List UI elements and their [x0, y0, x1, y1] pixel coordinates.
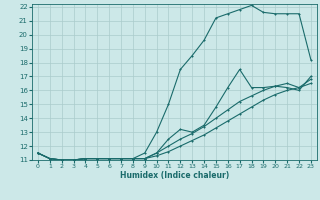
X-axis label: Humidex (Indice chaleur): Humidex (Indice chaleur) — [120, 171, 229, 180]
